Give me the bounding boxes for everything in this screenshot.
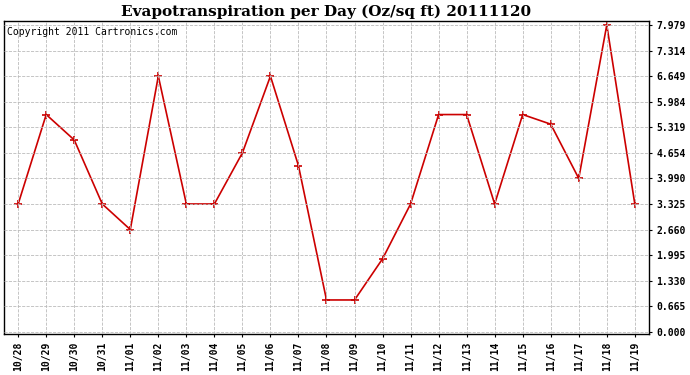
Title: Evapotranspiration per Day (Oz/sq ft) 20111120: Evapotranspiration per Day (Oz/sq ft) 20… [121, 4, 531, 18]
Text: Copyright 2011 Cartronics.com: Copyright 2011 Cartronics.com [8, 27, 178, 38]
